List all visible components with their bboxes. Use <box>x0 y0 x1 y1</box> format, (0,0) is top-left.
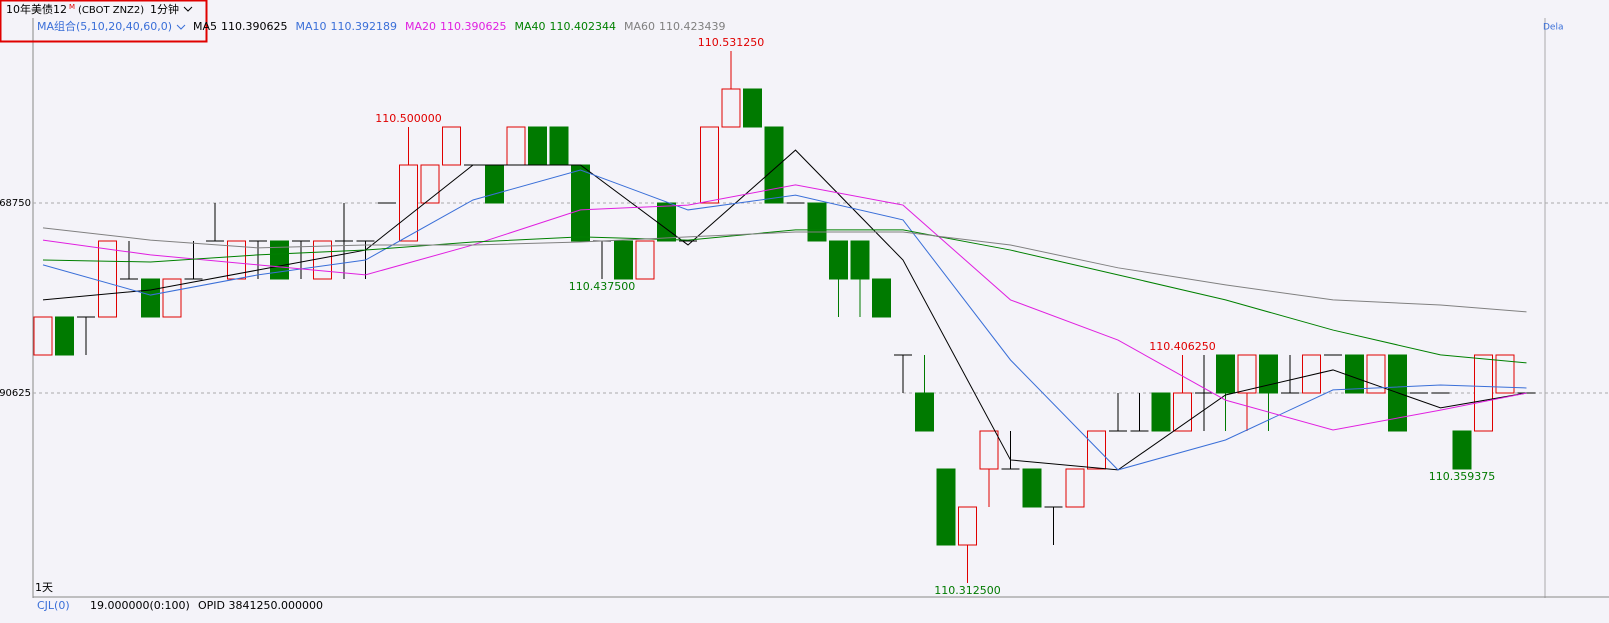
volume-label: 19.000000(0:100) <box>90 599 190 612</box>
candle-body <box>33 316 53 356</box>
candle-body <box>141 278 160 318</box>
candle-body <box>850 240 870 280</box>
chevron <box>176 24 186 30</box>
legend-name: MA5 <box>193 20 217 33</box>
candle-body <box>485 164 504 204</box>
legend-value: 110.402344 <box>550 20 616 33</box>
y-tick-label: 68750 <box>0 198 31 209</box>
candle-body <box>807 202 827 242</box>
candle-body <box>571 164 590 242</box>
candle-body <box>1087 430 1106 470</box>
candle-body <box>614 240 633 280</box>
candle-body <box>442 126 461 166</box>
ma-line <box>42 229 1527 364</box>
candle-body <box>635 240 655 280</box>
symbol-code: (CBOT ZNZ2) <box>78 5 144 16</box>
candle-body <box>420 164 440 204</box>
price-annotation: 110.359375 <box>1429 470 1495 483</box>
candle-body <box>743 88 762 128</box>
chevron <box>183 6 193 12</box>
ma-group-select[interactable]: MA组合(5,10,20,40,60,0) <box>37 19 172 33</box>
ma-line <box>42 184 1527 431</box>
candle-body <box>399 164 418 242</box>
legend-name: MA40 <box>515 20 546 33</box>
candle-body <box>270 240 289 280</box>
symbol-flag: M <box>69 3 75 11</box>
ma-line <box>42 169 1527 471</box>
candle-body <box>1022 468 1042 508</box>
candle-body <box>1474 354 1493 432</box>
legend-value: 110.423439 <box>659 20 725 33</box>
candle-body <box>1259 354 1278 394</box>
legend-value: 110.390625 <box>440 20 506 33</box>
candle-body <box>162 278 182 318</box>
ma-line <box>42 149 1527 471</box>
candle-body <box>1495 354 1515 394</box>
candle-body <box>1302 354 1321 394</box>
candle-body <box>528 126 547 166</box>
symbol-name: 10年美债12 <box>6 2 67 16</box>
candle-body <box>721 88 741 128</box>
candle-body <box>872 278 891 318</box>
highlight-box <box>0 0 208 43</box>
price-annotation: 110.406250 <box>1149 340 1215 353</box>
delay-label: Dela <box>1543 23 1563 33</box>
candle-body <box>700 126 719 204</box>
candle-body <box>1345 354 1364 394</box>
legend-name: MA20 <box>405 20 436 33</box>
legend-value: 110.392189 <box>331 20 397 33</box>
price-annotation: 110.531250 <box>698 36 764 49</box>
candle-body <box>979 430 999 470</box>
price-annotation: 110.500000 <box>375 112 441 125</box>
legend-name: MA60 <box>624 20 655 33</box>
legend-value: 110.390625 <box>221 20 287 33</box>
ma-line <box>42 227 1527 313</box>
candle-body <box>549 126 569 166</box>
candle-body <box>1452 430 1472 470</box>
candle-body <box>1065 468 1085 508</box>
candle-body <box>1237 354 1257 394</box>
candle-body <box>1216 354 1235 394</box>
candle-body <box>764 126 784 204</box>
y-tick-label: 90625 <box>0 388 31 399</box>
legend-name: MA10 <box>296 20 327 33</box>
candle-body <box>506 126 526 166</box>
candle-body <box>936 468 956 546</box>
candle-body <box>1151 392 1171 432</box>
candle-body <box>55 316 74 356</box>
candle-body <box>657 202 676 242</box>
range-label: 1天 <box>35 581 53 594</box>
opid-label: OPID 3841250.000000 <box>198 599 323 612</box>
candle-body <box>958 506 977 546</box>
price-annotation: 110.312500 <box>934 584 1000 597</box>
candle-body <box>98 240 117 318</box>
candle-body <box>915 392 934 432</box>
price-annotation: 110.437500 <box>569 280 635 293</box>
period-select[interactable]: 1分钟 <box>150 2 179 16</box>
candle-body <box>829 240 848 280</box>
indicator-label: CJL(0) <box>37 599 70 612</box>
